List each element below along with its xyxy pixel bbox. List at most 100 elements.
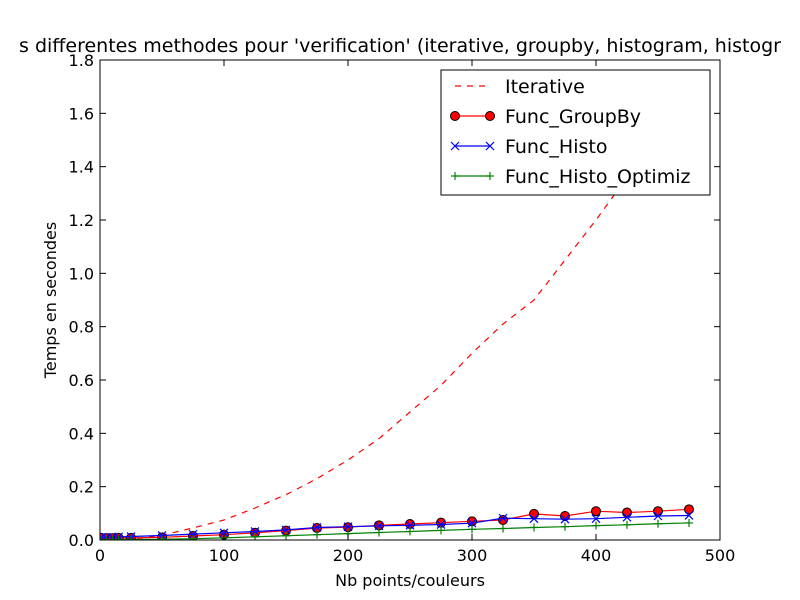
- marker-stroke: [467, 518, 477, 528]
- legend: Iterative Func_GroupBy Func_Histo Func_Hist…: [440, 69, 711, 196]
- marker-stroke: [250, 527, 260, 536]
- data-point-func-histo-14: [436, 520, 446, 529]
- data-point-func-groupby-18: [560, 511, 570, 521]
- data-point-func-histo-17: [529, 514, 539, 524]
- data-point-func-histo-optimiz-13: [406, 527, 414, 536]
- legend-marker-func-histo-optimiz: [486, 172, 494, 180]
- data-point-func-groupby-17: [529, 508, 539, 519]
- data-point-func-histo-18: [560, 514, 570, 524]
- marker-stroke: [219, 528, 229, 538]
- marker-stroke: [498, 513, 508, 523]
- data-point-func-histo-optimiz-22: [685, 518, 693, 527]
- legend-item-func-groupby: Func_GroupBy: [450, 106, 641, 128]
- data-point-func-groupby-15: [467, 516, 477, 527]
- plot-frame: [99, 59, 721, 541]
- y-tick-label: 0.6: [69, 371, 94, 390]
- data-point-func-histo-10: [312, 523, 322, 532]
- data-point-func-histo-9: [281, 525, 291, 535]
- legend-item-func-histo-optimiz: Func_Histo_Optimiz: [451, 166, 690, 188]
- data-point-func-histo-optimiz-10: [313, 530, 321, 539]
- plot-area: 0 100 200 300 400 500 0.0 0.2 0.4 0.6 0.8 1.0 1.2 1.4…: [69, 51, 736, 565]
- x-tick-label: 200: [333, 546, 364, 565]
- data-point-func-groupby-21: [653, 506, 663, 517]
- data-point-func-histo-12: [374, 521, 384, 531]
- y-axis-label: Temps en secondes: [41, 222, 60, 379]
- data-point-func-histo-optimiz-15: [468, 525, 476, 534]
- legend-item-func-histo: Func_Histo: [450, 136, 607, 158]
- marker-stroke: [653, 511, 663, 521]
- y-tick-label: 0.2: [69, 478, 94, 497]
- legend-marker-func-groupby: [485, 111, 495, 121]
- data-point-func-histo-optimiz-20: [623, 520, 631, 529]
- data-point-func-groupby-14: [436, 517, 446, 528]
- data-point-func-histo-optimiz-6: [189, 534, 197, 540]
- data-point-func-histo-20: [622, 512, 632, 522]
- marker-stroke: [312, 523, 322, 532]
- y-tick-label: 0.4: [69, 424, 94, 443]
- data-point-func-histo-optimiz-4: [127, 535, 135, 540]
- marker-stroke: [529, 514, 539, 524]
- x-tick-label: 500: [705, 546, 736, 565]
- marker-stroke: [450, 141, 460, 151]
- data-point-func-histo-optimiz-17: [530, 523, 538, 532]
- data-point-func-histo-15: [467, 518, 477, 528]
- data-point-func-histo-optimiz-19: [592, 521, 600, 530]
- data-point-func-histo-optimiz-12: [375, 528, 383, 537]
- legend-label-func-histo: Func_Histo: [505, 136, 607, 158]
- data-point-func-histo-8: [250, 527, 260, 536]
- marker-stroke: [622, 512, 632, 522]
- x-axis-label: Nb points/couleurs: [335, 571, 485, 590]
- legend-item-iterative: Iterative: [455, 76, 585, 98]
- data-point-func-histo-optimiz-16: [499, 524, 507, 533]
- legend-label-func-histo-optimiz: Func_Histo_Optimiz: [505, 166, 690, 188]
- data-point-func-histo-22: [684, 511, 694, 520]
- marker-stroke: [684, 511, 694, 520]
- legend-label-iterative: Iterative: [505, 76, 585, 98]
- marker-stroke: [436, 520, 446, 529]
- data-point-func-histo-11: [343, 522, 353, 532]
- data-point-func-histo-7: [219, 528, 229, 538]
- legend-label-func-groupby: Func_GroupBy: [505, 106, 641, 128]
- y-tick-label: 0.8: [69, 318, 94, 337]
- legend-box: [440, 69, 711, 196]
- x-tick-label: 100: [209, 546, 240, 565]
- series-line-func-histo: [101, 514, 690, 538]
- y-tick-label: 1.4: [69, 158, 94, 177]
- y-tick-label: 0.0: [69, 531, 94, 550]
- data-point-func-histo-13: [405, 520, 415, 530]
- data-point-func-groupby-22: [684, 504, 694, 515]
- marker-stroke: [343, 522, 353, 532]
- data-point-func-histo-19: [591, 514, 601, 524]
- y-tick-label: 1.0: [69, 264, 94, 283]
- legend-marker-func-histo: [485, 141, 495, 151]
- data-point-func-histo-optimiz-3: [114, 535, 123, 540]
- data-point-func-groupby-19: [591, 506, 601, 517]
- data-point-func-groupby-13: [405, 519, 415, 529]
- legend-marker-func-histo: [450, 141, 460, 151]
- data-point-func-histo-optimiz-14: [437, 526, 445, 535]
- data-point-func-groupby-16: [498, 515, 508, 525]
- data-point-func-histo-optimiz-21: [654, 519, 662, 528]
- y-tick-label: 1.8: [69, 51, 94, 70]
- legend-marker-func-groupby: [450, 111, 460, 121]
- data-point-func-histo-optimiz-9: [282, 531, 290, 540]
- y-tick-label: 1.2: [69, 211, 94, 230]
- data-point-func-histo-16: [498, 513, 508, 523]
- marker-stroke: [281, 525, 291, 535]
- data-point-func-histo-21: [653, 511, 663, 521]
- data-point-func-groupby-20: [622, 507, 632, 518]
- marker-stroke: [485, 141, 495, 151]
- marker-stroke: [188, 529, 198, 539]
- x-tick-label: 0: [95, 546, 105, 565]
- marker-stroke: [560, 514, 570, 524]
- legend-marker-func-histo-optimiz: [451, 172, 459, 180]
- data-point-func-histo-optimiz-8: [251, 532, 259, 540]
- data-point-func-histo-optimiz-18: [561, 522, 569, 531]
- data-point-func-histo-6: [188, 529, 198, 539]
- marker-stroke: [405, 520, 415, 530]
- y-tick-label: 1.6: [69, 104, 94, 123]
- data-point-func-histo-optimiz-5: [158, 535, 166, 540]
- chart-title: s differentes methodes pour 'verificatio…: [19, 35, 781, 57]
